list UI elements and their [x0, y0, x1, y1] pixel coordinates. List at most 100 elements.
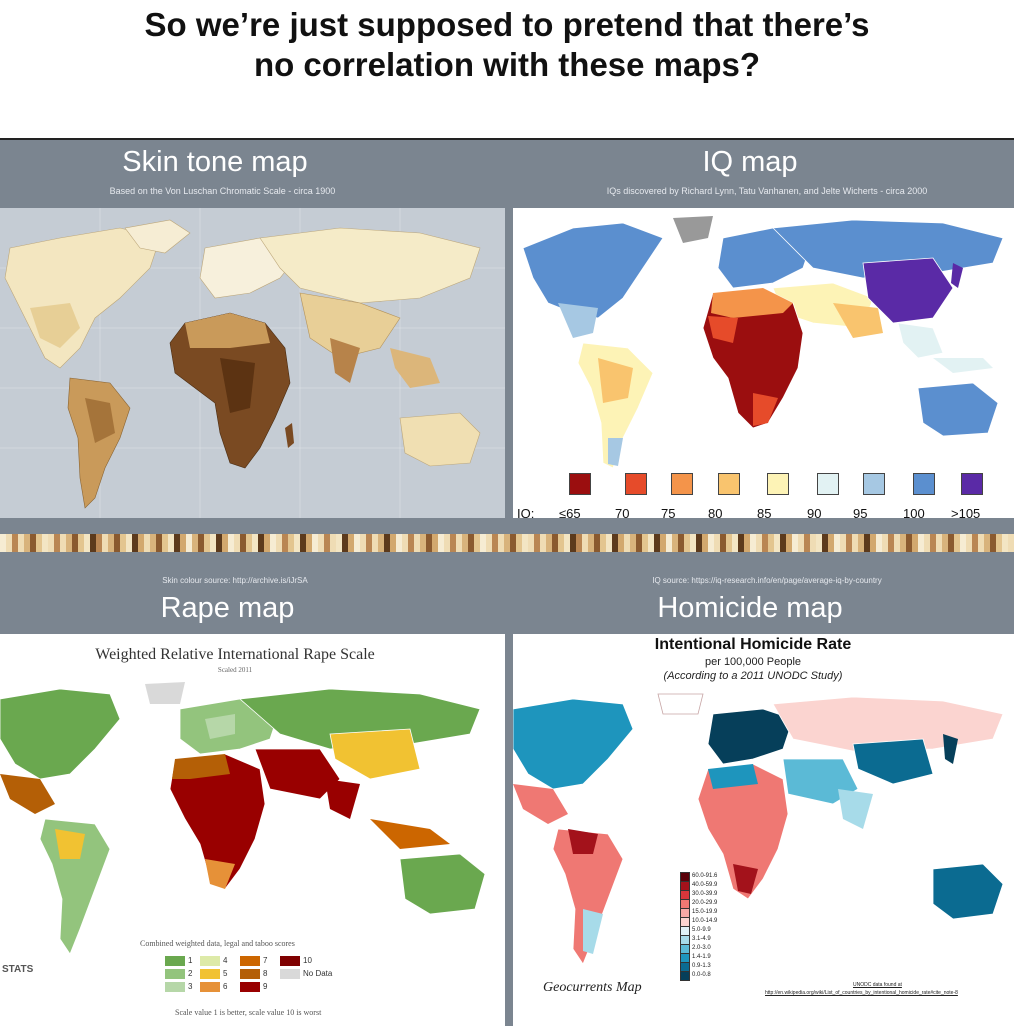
- strip-swatch: [672, 534, 678, 552]
- strip-swatch: [870, 534, 876, 552]
- strip-swatch: [42, 534, 48, 552]
- strip-swatch: [594, 534, 600, 552]
- skin-map-subtitle: Based on the Von Luschan Chromatic Scale…: [109, 186, 336, 196]
- strip-swatch: [612, 534, 618, 552]
- strip-swatch: [90, 534, 96, 552]
- iq-legend-swatch: [718, 473, 740, 495]
- strip-swatch: [984, 534, 990, 552]
- unodc-data-link[interactable]: http://en.wikipedia.org/wiki/List_of_cou…: [765, 990, 958, 996]
- rape-key-label: 9: [263, 982, 268, 991]
- strip-swatch: [516, 534, 522, 552]
- strip-swatch: [330, 534, 336, 552]
- strip-swatch: [0, 534, 6, 552]
- strip-swatch: [366, 534, 372, 552]
- strip-swatch: [300, 534, 306, 552]
- strip-swatch: [690, 534, 696, 552]
- strip-swatch: [66, 534, 72, 552]
- strip-swatch: [444, 534, 450, 552]
- strip-swatch: [780, 534, 786, 552]
- strip-swatch: [774, 534, 780, 552]
- iq-legend-swatch: [913, 473, 935, 495]
- strip-swatch: [912, 534, 918, 552]
- rape-key-label: 6: [223, 982, 228, 991]
- strip-swatch: [768, 534, 774, 552]
- strip-swatch: [132, 534, 138, 552]
- strip-swatch: [738, 534, 744, 552]
- rape-key-swatch: [200, 956, 220, 966]
- rape-map: Weighted Relative International Rape Sca…: [0, 634, 505, 1026]
- strip-swatch: [408, 534, 414, 552]
- iq-legend-swatch: [671, 473, 693, 495]
- strip-swatch: [792, 534, 798, 552]
- strip-swatch: [168, 534, 174, 552]
- strip-swatch: [948, 534, 954, 552]
- rape-key-swatch: [165, 956, 185, 966]
- strip-swatch: [462, 534, 468, 552]
- strip-swatch: [882, 534, 888, 552]
- strip-swatch: [60, 534, 66, 552]
- strip-swatch: [732, 534, 738, 552]
- strip-swatch: [258, 534, 264, 552]
- strip-swatch: [816, 534, 822, 552]
- iq-map-image: [522, 216, 1004, 469]
- rape-key-label: 4: [223, 956, 228, 965]
- iq-legend-swatch: [863, 473, 885, 495]
- strip-swatch: [876, 534, 882, 552]
- strip-swatch: [1002, 534, 1008, 552]
- homicide-legend-label: 30.0-39.9: [692, 891, 718, 897]
- iq-legend-label: 75: [661, 506, 676, 518]
- strip-swatch: [648, 534, 654, 552]
- skin-tone-map: [0, 208, 505, 518]
- strip-swatch: [204, 534, 210, 552]
- strip-swatch: [450, 534, 456, 552]
- strip-swatch: [186, 534, 192, 552]
- strip-swatch: [570, 534, 576, 552]
- rape-key-label: 3: [188, 982, 193, 991]
- strip-swatch: [918, 534, 924, 552]
- iq-legend-swatch: [569, 473, 591, 495]
- strip-swatch: [324, 534, 330, 552]
- strip-swatch: [696, 534, 702, 552]
- strip-swatch: [618, 534, 624, 552]
- caption-line-2: no correlation with these maps?: [253, 46, 761, 83]
- strip-swatch: [354, 534, 360, 552]
- homicide-map-per: per 100,000 People: [704, 656, 802, 668]
- strip-swatch: [438, 534, 444, 552]
- strip-swatch: [492, 534, 498, 552]
- iq-legend-label: >105: [951, 506, 981, 518]
- strip-swatch: [786, 534, 792, 552]
- rape-map-heading: Weighted Relative International Rape Sca…: [95, 646, 375, 663]
- strip-swatch: [228, 534, 234, 552]
- iq-legend-label: 80: [708, 506, 723, 518]
- rape-map-subheading: Scaled 2011: [217, 666, 253, 674]
- strip-swatch: [126, 534, 132, 552]
- strip-swatch: [390, 534, 396, 552]
- strip-swatch: [756, 534, 762, 552]
- homicide-legend-label: 20.0-29.9: [692, 900, 718, 906]
- homicide-legend-swatch: [680, 971, 690, 981]
- strip-swatch: [72, 534, 78, 552]
- strip-swatch: [234, 534, 240, 552]
- strip-swatch: [864, 534, 870, 552]
- homicide-legend-label: 1.4-1.9: [692, 954, 711, 960]
- strip-swatch: [12, 534, 18, 552]
- strip-swatch: [810, 534, 816, 552]
- iq-legend-label: 100: [903, 506, 925, 518]
- homicide-map-heading: Intentional Homicide Rate: [654, 636, 852, 653]
- strip-swatch: [336, 534, 342, 552]
- caption-line-1: So we’re just supposed to pretend that t…: [144, 6, 870, 43]
- strip-swatch: [192, 534, 198, 552]
- strip-swatch: [726, 534, 732, 552]
- strip-swatch: [858, 534, 864, 552]
- rape-key-swatch: [200, 982, 220, 992]
- strip-swatch: [102, 534, 108, 552]
- strip-swatch: [654, 534, 660, 552]
- strip-swatch: [264, 534, 270, 552]
- strip-swatch: [426, 534, 432, 552]
- homicide-map: Intentional Homicide Rate per 100,000 Pe…: [513, 634, 1014, 1026]
- strip-swatch: [318, 534, 324, 552]
- iq-map-title: IQ map: [702, 146, 798, 178]
- strip-swatch: [486, 534, 492, 552]
- strip-swatch: [312, 534, 318, 552]
- strip-swatch: [624, 534, 630, 552]
